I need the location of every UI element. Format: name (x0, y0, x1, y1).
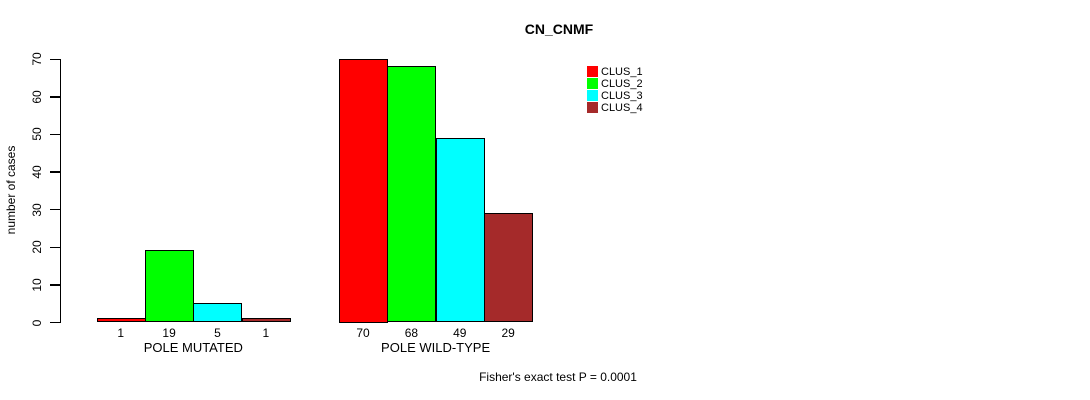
y-axis-tick-label: 0 (30, 319, 44, 327)
bar-value-label: 5 (214, 326, 221, 340)
bar-value-label: 49 (453, 326, 467, 340)
bar-value-label: 29 (501, 326, 515, 340)
legend-label: CLUS_2 (601, 78, 643, 90)
y-axis-tick (50, 246, 60, 249)
y-axis-tick (50, 58, 60, 60)
y-axis-tick (50, 322, 60, 324)
y-axis-tick (50, 133, 60, 136)
annotation-text: Fisher's exact test P = 0.0001 (479, 370, 637, 384)
chart-title: CN_CNMF (524, 21, 594, 37)
bar-clus_4-1 (242, 318, 291, 323)
y-axis-tick-label: 50 (30, 127, 44, 142)
y-axis-tick-label: 40 (30, 165, 44, 179)
y-axis-tick (50, 284, 60, 286)
bar-clus_2-2 (387, 66, 436, 323)
bar-clus_4-2 (484, 212, 533, 322)
bar-clus_3-2 (436, 137, 485, 322)
y-axis-tick (50, 171, 60, 173)
bar-clus_2-1 (145, 250, 194, 323)
y-axis-tick (50, 96, 60, 98)
y-axis-tick-label: 70 (30, 52, 44, 66)
x-category-label: POLE WILD-TYPE (381, 340, 491, 355)
legend-label: CLUS_4 (601, 102, 643, 114)
legend-swatch-icon (587, 66, 598, 77)
legend-label: CLUS_3 (601, 90, 643, 102)
y-axis-tick (50, 209, 60, 211)
y-axis-tick-label: 30 (30, 203, 44, 217)
bar-value-label: 1 (117, 326, 125, 340)
y-axis-tick-label: 10 (30, 278, 44, 292)
y-axis-line (60, 58, 62, 323)
y-axis-tick-label: 60 (30, 90, 44, 104)
x-category-label: POLE MUTATED (143, 340, 243, 355)
bar-value-label: 1 (262, 326, 270, 340)
y-axis-label: number of cases (4, 145, 18, 235)
legend-label: CLUS_1 (601, 66, 643, 78)
legend-swatch-icon (587, 102, 598, 113)
bar-clus_1-1 (97, 318, 146, 323)
y-axis-tick-label: 20 (30, 240, 44, 255)
bar-clus_1-2 (339, 58, 388, 323)
bar-clus_3-1 (193, 303, 242, 323)
bar-value-label: 68 (404, 326, 419, 340)
legend-swatch-icon (587, 78, 598, 89)
bar-value-label: 19 (162, 326, 176, 340)
bar-value-label: 70 (356, 326, 370, 340)
legend-swatch-icon (587, 90, 598, 101)
